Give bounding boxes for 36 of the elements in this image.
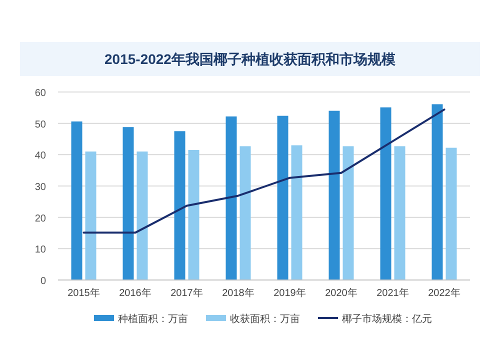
legend-label: 种植面积：万亩 xyxy=(118,313,188,325)
bar xyxy=(174,131,186,280)
x-tick-label: 2022年 xyxy=(428,287,460,299)
y-tick-label: 0 xyxy=(40,276,46,287)
x-tick-label: 2019年 xyxy=(274,287,306,299)
bar xyxy=(136,152,148,280)
y-tick-label: 20 xyxy=(34,213,46,224)
legend-label: 椰子市场规模：亿元 xyxy=(342,313,432,325)
bar xyxy=(446,148,457,280)
y-tick-label: 60 xyxy=(34,88,46,99)
bar xyxy=(226,116,237,280)
bar xyxy=(240,146,251,280)
bar xyxy=(380,107,392,280)
bar xyxy=(342,146,354,280)
y-tick-label: 40 xyxy=(34,150,46,162)
chart-title: 2015-2022年我国椰子种植收获面积和市场规模 xyxy=(104,51,396,67)
bar xyxy=(122,127,134,280)
x-tick-label: 2021年 xyxy=(376,287,409,299)
y-tick-label: 10 xyxy=(34,244,46,256)
y-tick-label: 50 xyxy=(34,119,46,130)
y-tick-label: 30 xyxy=(34,182,46,193)
bar xyxy=(71,121,82,280)
bar xyxy=(394,146,406,280)
bar xyxy=(85,152,96,280)
x-tick-label: 2015年 xyxy=(68,287,100,299)
bar xyxy=(328,110,340,280)
x-tick-label: 2017年 xyxy=(170,287,203,299)
x-tick-label: 2018年 xyxy=(222,287,254,299)
bar xyxy=(291,145,302,280)
legend-label: 收获面积：万亩 xyxy=(230,313,300,325)
bar xyxy=(188,150,200,280)
bar xyxy=(277,116,288,280)
x-tick-label: 2020年 xyxy=(325,287,358,299)
bar xyxy=(432,104,443,280)
x-tick-label: 2016年 xyxy=(119,287,152,299)
line-series xyxy=(82,108,446,234)
